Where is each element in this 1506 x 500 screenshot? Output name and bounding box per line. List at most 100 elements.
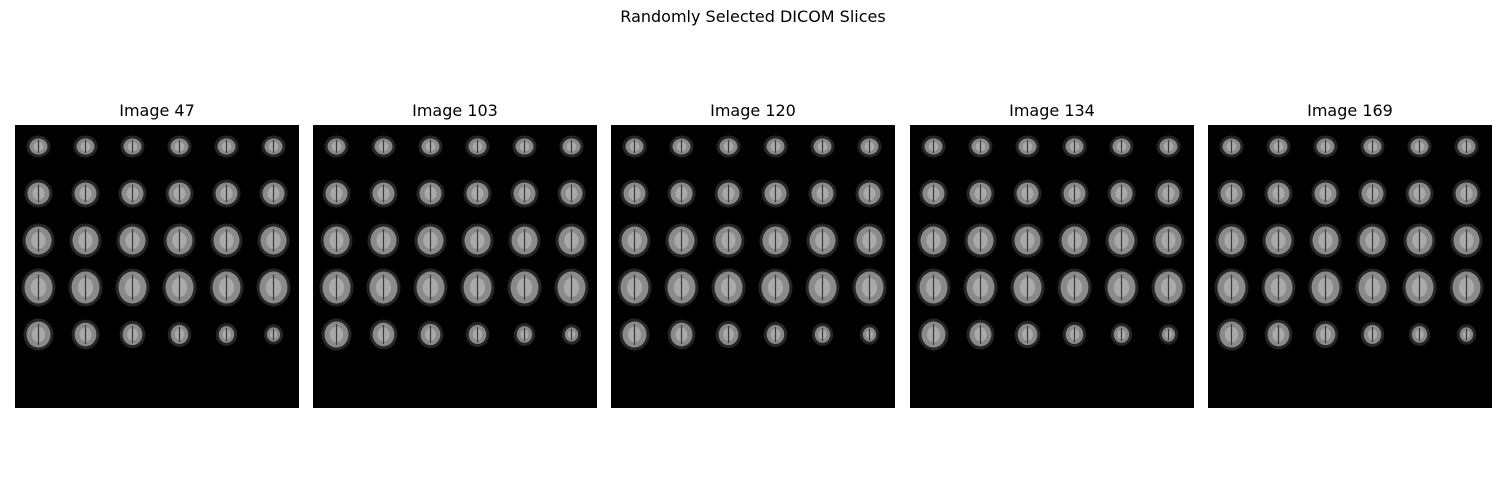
brain-slice: [209, 268, 244, 307]
brain-slice: [761, 179, 790, 208]
brain-slice: [1312, 320, 1339, 349]
brain-slice: [118, 179, 147, 208]
brain-slice: [667, 319, 696, 350]
brain-slice: [1264, 179, 1293, 208]
brain-slice: [763, 135, 788, 158]
brain-slice: [512, 135, 537, 158]
brain-slice: [263, 324, 284, 345]
brain-slice: [1219, 135, 1244, 158]
dicom-montage-image: [1208, 125, 1492, 408]
brain-slice: [1407, 135, 1432, 158]
brain-slice: [916, 268, 951, 307]
brain-slice: [1152, 223, 1185, 258]
brain-slice: [371, 135, 396, 158]
brain-slice: [1356, 223, 1389, 258]
brain-slice: [669, 135, 694, 158]
brain-slice: [69, 223, 102, 258]
brain-slice: [620, 179, 649, 208]
brain-slice: [21, 268, 56, 307]
brain-slice: [1402, 268, 1437, 307]
brain-slice: [1449, 268, 1484, 307]
brain-slice: [1013, 179, 1042, 208]
brain-slice: [366, 268, 401, 307]
brain-slice: [1408, 323, 1431, 346]
brain-slice: [319, 268, 354, 307]
brain-slice: [413, 268, 448, 307]
brain-slice: [1355, 268, 1390, 307]
brain-slice: [1215, 223, 1248, 258]
brain-slice: [1105, 223, 1138, 258]
figure-title: Randomly Selected DICOM Slices: [620, 7, 886, 26]
brain-slice: [465, 135, 490, 158]
brain-slice: [918, 318, 949, 351]
brain-slice: [968, 135, 993, 158]
brain-slice: [215, 323, 238, 346]
brain-slice: [71, 319, 100, 350]
brain-slice: [1058, 223, 1091, 258]
brain-slice: [1358, 179, 1387, 208]
brain-slice: [414, 223, 447, 258]
brain-slice: [167, 135, 192, 158]
brain-slice: [808, 179, 837, 208]
brain-slice: [716, 135, 741, 158]
brain-slice: [119, 320, 146, 349]
brain-slice: [1360, 322, 1385, 347]
brain-slice: [1308, 268, 1343, 307]
brain-slice: [1158, 324, 1179, 345]
dicom-montage-image: [15, 125, 299, 408]
brain-slice: [259, 179, 288, 208]
brain-slice: [966, 179, 995, 208]
brain-slice: [1360, 135, 1385, 158]
brain-slice: [418, 135, 443, 158]
brain-slice: [664, 268, 699, 307]
brain-slice: [963, 268, 998, 307]
brain-slice: [460, 268, 495, 307]
brain-slice: [811, 323, 834, 346]
brain-slice: [859, 324, 880, 345]
brain-slice: [1403, 223, 1436, 258]
brain-slice: [22, 223, 55, 258]
brain-slice: [367, 223, 400, 258]
brain-slice: [1309, 223, 1342, 258]
panel-title: Image 120: [710, 101, 796, 120]
brain-slice: [1060, 179, 1089, 208]
brain-slice: [919, 179, 948, 208]
brain-slice: [853, 223, 886, 258]
brain-slice: [806, 223, 839, 258]
brain-slice: [1107, 179, 1136, 208]
brain-slice: [1062, 135, 1087, 158]
brain-slice: [665, 223, 698, 258]
brain-slice: [554, 268, 589, 307]
brain-slice: [1216, 318, 1247, 351]
brain-slice: [1262, 223, 1295, 258]
brain-slice: [214, 135, 239, 158]
brain-slice: [1110, 323, 1133, 346]
brain-slice: [165, 179, 194, 208]
brain-slice: [559, 135, 584, 158]
brain-slice: [417, 320, 444, 349]
brain-slice: [508, 223, 541, 258]
brain-slice: [463, 179, 492, 208]
brain-slice: [369, 179, 398, 208]
brain-slice: [805, 268, 840, 307]
brain-slice: [210, 223, 243, 258]
brain-slice: [555, 223, 588, 258]
brain-slice: [763, 322, 788, 347]
brain-slice: [212, 179, 241, 208]
brain-slice: [321, 318, 352, 351]
brain-slice: [1261, 268, 1296, 307]
brain-slice: [68, 268, 103, 307]
brain-slice: [758, 268, 793, 307]
brain-slice: [24, 179, 53, 208]
brain-slice: [715, 320, 742, 349]
brain-slice: [1010, 268, 1045, 307]
brain-slice: [1154, 179, 1183, 208]
brain-slice: [1057, 268, 1092, 307]
brain-slice: [622, 135, 647, 158]
brain-slice: [120, 135, 145, 158]
panel-title: Image 47: [119, 101, 195, 120]
brain-slice: [810, 135, 835, 158]
brain-slice: [917, 223, 950, 258]
brain-slice: [71, 179, 100, 208]
brain-slice: [711, 268, 746, 307]
